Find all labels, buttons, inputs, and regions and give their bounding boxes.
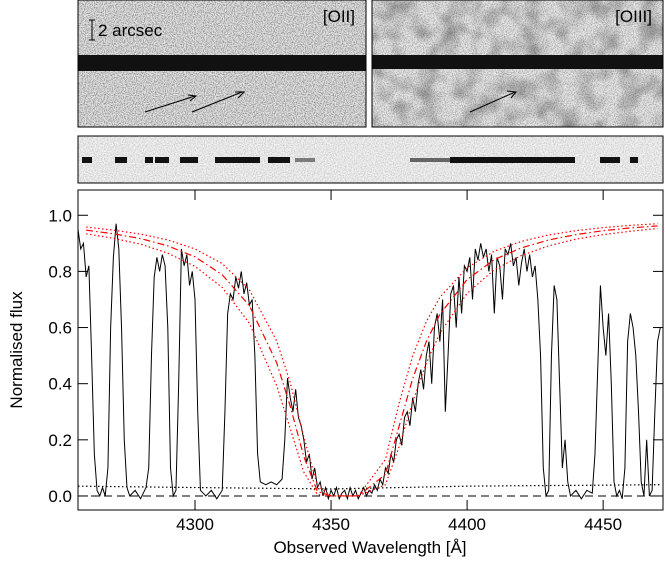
spectrum-strip: [77, 135, 664, 184]
y-tick-label: 0.6: [48, 319, 72, 338]
plot-frame: [77, 189, 664, 511]
x-tick-label: 4300: [176, 515, 214, 534]
series-line: [86, 227, 658, 497]
series-line: [78, 223, 661, 501]
y-axis-label: Normalised flux: [7, 291, 26, 409]
x-axis-label: Observed Wavelength [Å]: [273, 538, 466, 557]
image-oii: 2 arcsec [OII]: [77, 0, 367, 128]
scale-bar-label: 2 arcsec: [98, 21, 163, 40]
panel-label: [OII]: [323, 7, 355, 26]
panel-label: [OIII]: [615, 7, 652, 26]
x-tick-label: 4350: [312, 515, 350, 534]
x-tick-label: 4400: [448, 515, 486, 534]
y-tick-label: 0.4: [48, 375, 72, 394]
series-line: [78, 484, 661, 490]
plot: [78, 223, 663, 501]
y-tick-label: 0.2: [48, 431, 72, 450]
series-line: [86, 223, 658, 497]
y-tick-label: 1.0: [48, 206, 72, 225]
y-tick-label: 0.8: [48, 262, 72, 281]
plot-area: [78, 223, 663, 501]
series-line: [86, 225, 658, 497]
image-oiii: [OIII]: [371, 0, 664, 128]
x-tick-label: 4450: [584, 515, 622, 534]
y-tick-label: 0.0: [48, 487, 72, 506]
